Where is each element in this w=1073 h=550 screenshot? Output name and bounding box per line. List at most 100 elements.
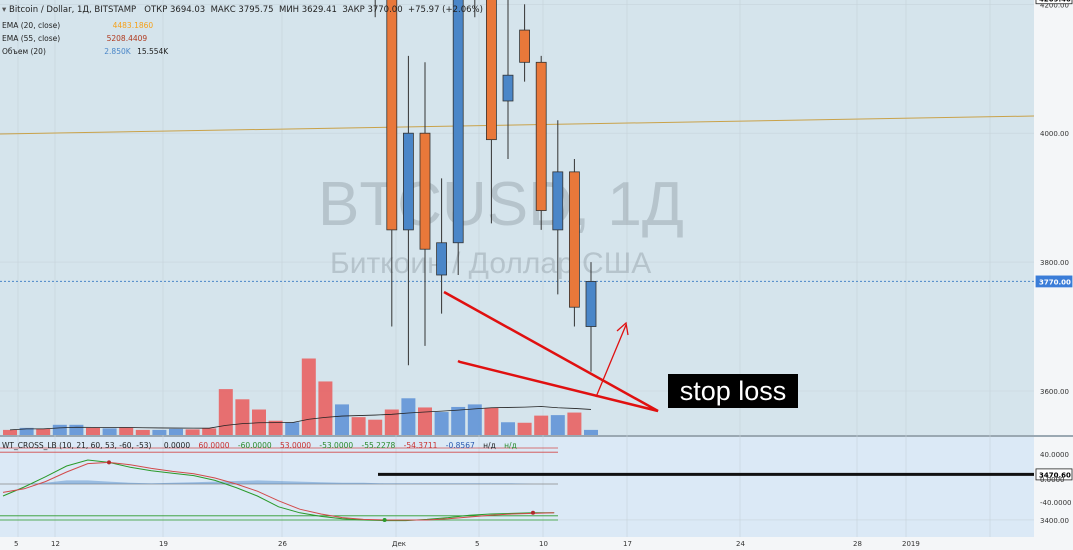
volume-legend[interactable]: Объем (20) 2.850K 15.554K <box>2 47 168 56</box>
volume-bar-15 <box>252 409 266 435</box>
volume-bar-22 <box>368 419 383 435</box>
candle-body <box>569 171 580 308</box>
volume-bar-7 <box>119 427 134 435</box>
volume-bar-27 <box>451 406 466 435</box>
volume-bar-16 <box>268 420 283 435</box>
long-trend-line <box>0 115 1035 135</box>
candle-30 <box>502 0 514 159</box>
volume-bar-4 <box>69 424 84 435</box>
price-label-text: 4209.40 <box>1039 0 1071 3</box>
date-tick-6: 10 <box>539 540 548 548</box>
volume-bar-11 <box>185 429 200 435</box>
breakout-arrowhead <box>616 321 629 336</box>
price-label-7: 3770.00 <box>1035 275 1073 288</box>
price-tick-13: 4000.00 <box>1040 130 1069 138</box>
price-label-box <box>1035 0 1073 5</box>
cross-dot-1 <box>107 460 111 465</box>
osc-val-8: н/д <box>483 441 496 450</box>
volume-bar-13 <box>218 389 233 435</box>
candle-body <box>485 0 497 141</box>
cross-dot-2 <box>382 518 387 522</box>
oscillator-legend[interactable]: WT_CROSS_LB (10, 21, 60, 53, -60, -53) 0… <box>2 441 517 450</box>
date-tick-4: Дек <box>392 540 406 548</box>
volume-bar-10 <box>169 428 183 435</box>
osc-val-7: -0.8567 <box>445 441 475 450</box>
high-value: МАКС 3795.75 <box>210 5 274 15</box>
volume-bar-3 <box>52 424 67 435</box>
falling-wedge <box>443 290 659 413</box>
price-label-box <box>1035 275 1073 288</box>
wt2-line <box>2 461 555 521</box>
osc-val-3: 53.0000 <box>280 441 312 450</box>
date-tick-3: 26 <box>278 540 287 548</box>
ema55-legend[interactable]: EMA (55, close) 5208.4409 <box>2 34 147 43</box>
osc-val-5: -55.2278 <box>361 441 396 450</box>
open-value: ОТКР 3694.03 <box>144 5 206 15</box>
breakout-arrow <box>595 324 627 398</box>
price-tick-16: 3400.00 <box>1040 517 1069 525</box>
date-tick-1: 12 <box>51 540 60 548</box>
osc-tick-2: -40.0000 <box>1040 499 1071 507</box>
volume-bar-28 <box>467 404 482 435</box>
osc-val-4: -53.0000 <box>319 441 354 450</box>
price-axis-panel <box>1034 0 1073 550</box>
chart-header: ▾ Bitcoin / Dollar, 1Д, BITSTAMP ОТКР 36… <box>2 5 483 15</box>
candle-33 <box>552 120 564 295</box>
volume-bar-1 <box>19 427 34 435</box>
low-value: МИН 3629.41 <box>278 5 337 15</box>
oscillator-name: WT_CROSS_LB (10, 21, 60, 53, -60, -53) <box>2 441 152 450</box>
volume-bar-25 <box>418 407 432 435</box>
price-tick-14: 3800.00 <box>1040 259 1069 267</box>
ema55-label: EMA (55, close) <box>2 34 61 43</box>
price-tick-12: 4200.00 <box>1040 1 1069 9</box>
volume-ma-line <box>9 406 592 431</box>
date-tick-9: 28 <box>853 540 862 548</box>
volume-bar-29 <box>484 407 499 435</box>
price-pane <box>0 0 1034 435</box>
osc-val-2: -60.0000 <box>237 441 272 450</box>
volume-label: Объем (20) <box>2 47 46 56</box>
volume-bar-35 <box>584 429 598 435</box>
volume-bar-17 <box>285 422 300 435</box>
price-label-text: 3770.00 <box>1039 278 1071 286</box>
change-value: +75.97 (+2.06%) <box>408 5 483 15</box>
volume-bar-26 <box>434 412 449 435</box>
volume-bar-12 <box>202 428 217 435</box>
volume-value-2: 15.554K <box>137 47 169 56</box>
volume-value-1: 2.850K <box>104 47 131 56</box>
osc-val-9: н/д <box>504 441 517 450</box>
volume-bar-2 <box>36 428 51 435</box>
volume-bar-14 <box>235 399 250 435</box>
osc-tick-0: 40.0000 <box>1040 451 1069 459</box>
candle-29 <box>485 0 497 224</box>
price-label-8: 3470.60 <box>1035 468 1073 481</box>
candle-25 <box>419 62 431 346</box>
ema55-value: 5208.4409 <box>106 34 148 43</box>
ema20-legend[interactable]: EMA (20, close) 4483.1860 <box>2 21 153 30</box>
date-tick-7: 17 <box>623 540 632 548</box>
osc-val-6: -54.3711 <box>403 441 438 450</box>
volume-bar-9 <box>152 429 167 435</box>
date-tick-2: 19 <box>159 540 168 548</box>
candle-34 <box>569 158 580 327</box>
volume-bar-20 <box>335 404 349 435</box>
candle-23 <box>386 0 398 327</box>
price-label-6: 4209.40 <box>1035 0 1073 5</box>
volume-bar-23 <box>384 409 399 435</box>
volume-bar-19 <box>318 381 333 435</box>
volume-bar-30 <box>501 422 515 435</box>
volume-bar-24 <box>401 398 416 435</box>
wt1-line <box>2 459 555 522</box>
date-tick-8: 24 <box>736 540 745 548</box>
candle-body <box>402 132 414 231</box>
stop-loss-label: stop loss <box>668 374 798 408</box>
symbol-title: Bitcoin / Dollar, 1Д, BITSTAMP <box>8 5 137 15</box>
candle-body <box>519 29 530 63</box>
candle-body <box>535 61 547 211</box>
candle-body <box>552 171 564 231</box>
osc-histogram <box>3 480 555 484</box>
chevron-icon[interactable]: ▾ <box>2 5 7 15</box>
volume-bar-21 <box>351 417 366 435</box>
